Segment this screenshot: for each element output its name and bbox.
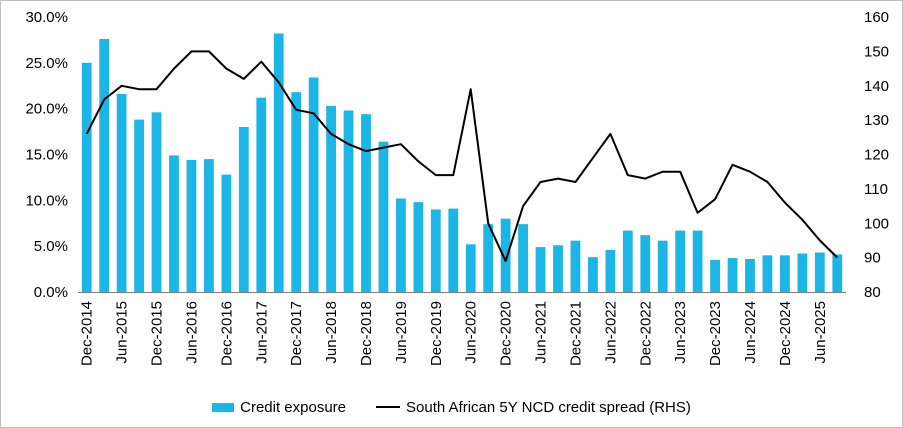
right-tick-label: 140 — [864, 78, 889, 95]
x-tick-label: Dec-2023 — [707, 301, 724, 366]
x-tick-label: Dec-2022 — [637, 301, 654, 366]
credit-exposure-bar — [378, 141, 389, 292]
x-tick-label: Dec-2017 — [288, 301, 305, 366]
credit-exposure-bar — [326, 105, 336, 293]
credit-exposure-bar — [814, 252, 825, 292]
left-y-axis: 0.0% 5.0% 10.0% 15.0% 20.0% 25.0% 30.0% — [25, 9, 68, 301]
left-tick-label: 25.0% — [25, 55, 68, 72]
left-tick-label: 5.0% — [34, 238, 68, 255]
x-tick-label: Jun-2016 — [183, 301, 200, 364]
credit-exposure-bar — [465, 244, 476, 292]
x-tick-label: Jun-2018 — [323, 301, 340, 364]
credit-exposure-bar — [657, 240, 668, 292]
credit-exposure-bar — [273, 33, 284, 292]
credit-exposure-bar — [710, 259, 720, 292]
right-y-axis: 80 90 100 110 120 130 140 150 160 — [864, 9, 889, 301]
legend-label-credit-exposure: Credit exposure — [240, 398, 347, 416]
right-tick-label: 120 — [864, 147, 889, 164]
right-tick-label: 130 — [864, 112, 889, 129]
credit-exposure-bar — [291, 92, 302, 293]
credit-exposure-bar — [675, 230, 686, 292]
credit-exposure-bar — [622, 230, 633, 292]
credit-exposure-bar — [535, 247, 546, 292]
left-tick-label: 20.0% — [25, 101, 68, 118]
credit-exposure-bar — [238, 127, 249, 292]
credit-exposure-bar — [745, 259, 755, 292]
left-tick-label: 10.0% — [25, 192, 68, 209]
right-tick-label: 160 — [864, 9, 889, 26]
x-tick-label: Dec-2024 — [777, 301, 794, 366]
ncd-spread-line-group — [85, 50, 839, 263]
credit-exposure-bar — [588, 257, 598, 292]
credit-exposure-bars — [81, 33, 843, 293]
legend-swatch-bar — [212, 402, 235, 412]
x-tick-label: Dec-2014 — [79, 301, 96, 366]
x-tick-label: Jun-2019 — [393, 301, 410, 364]
right-tick-label: 90 — [864, 250, 881, 267]
credit-exposure-bar — [762, 255, 773, 292]
x-tick-label: Dec-2015 — [149, 301, 166, 366]
credit-exposure-bar — [116, 94, 127, 292]
credit-exposure-bar — [483, 224, 494, 292]
credit-exposure-bar — [797, 253, 808, 292]
credit-exposure-bar — [186, 160, 197, 292]
credit-exposure-bar — [500, 218, 511, 292]
right-tick-label: 110 — [864, 181, 888, 198]
x-tick-label: Jun-2022 — [602, 301, 619, 364]
x-tick-label: Jun-2025 — [812, 301, 829, 364]
x-tick-label: Dec-2016 — [218, 301, 235, 366]
credit-exposure-bar — [308, 77, 319, 292]
credit-exposure-bar — [99, 39, 110, 292]
credit-exposure-bar — [832, 254, 843, 292]
x-tick-label: Dec-2021 — [567, 301, 584, 366]
credit-exposure-bar — [204, 159, 214, 292]
x-tick-label: Jun-2017 — [253, 301, 270, 364]
credit-exposure-bar — [134, 119, 144, 293]
ncd-spread-line — [85, 50, 839, 263]
x-tick-label: Dec-2020 — [498, 301, 515, 366]
x-axis: Dec-2014 Jun-2015 Dec-2015 Jun-2016 Dec-2016… — [78, 292, 846, 366]
legend-swatch-line — [376, 406, 401, 408]
left-tick-label: 15.0% — [25, 147, 68, 164]
credit-exposure-bar — [256, 97, 267, 293]
x-tick-label: Jun-2021 — [533, 301, 550, 364]
credit-exposure-bar — [640, 235, 651, 292]
credit-exposure-bar — [169, 155, 179, 292]
x-tick-label: Jun-2015 — [114, 301, 131, 364]
legend-item-credit-exposure: Credit exposure — [212, 399, 346, 416]
right-tick-label: 80 — [864, 284, 881, 301]
right-tick-label: 150 — [864, 43, 889, 60]
left-tick-label: 30.0% — [25, 9, 68, 26]
right-tick-label: 100 — [864, 215, 889, 232]
credit-exposure-bar — [518, 224, 528, 292]
x-tick-label: Jun-2024 — [742, 301, 759, 364]
credit-exposure-bar — [361, 114, 371, 293]
x-tick-label: Dec-2019 — [428, 301, 445, 366]
credit-exposure-bar — [605, 249, 616, 292]
credit-exposure-bar — [221, 174, 232, 292]
legend-label-ncd-spread: South African 5Y NCD credit spread (RHS) — [406, 398, 691, 416]
credit-exposure-bar — [413, 202, 424, 292]
legend-item-ncd-spread: South African 5Y NCD credit spread (RHS) — [376, 399, 691, 416]
credit-exposure-bar — [430, 209, 441, 292]
credit-exposure-bar — [151, 112, 162, 292]
credit-exposure-bar — [448, 208, 459, 292]
credit-exposure-bar — [81, 62, 92, 293]
credit-exposure-bar — [692, 230, 703, 292]
credit-exposure-bar — [570, 240, 581, 292]
credit-exposure-bar — [780, 255, 790, 292]
credit-exposure-bar — [396, 198, 406, 292]
credit-exposure-bar — [553, 245, 563, 292]
credit-exposure-bar — [727, 258, 738, 292]
left-tick-label: 0.0% — [34, 284, 68, 301]
credit-exposure-bar — [343, 110, 354, 292]
x-tick-label: Jun-2023 — [672, 301, 689, 364]
x-tick-label: Jun-2020 — [463, 301, 480, 364]
chart-legend: Credit exposure South African 5Y NCD cre… — [0, 393, 903, 421]
x-tick-label: Dec-2018 — [358, 301, 375, 366]
